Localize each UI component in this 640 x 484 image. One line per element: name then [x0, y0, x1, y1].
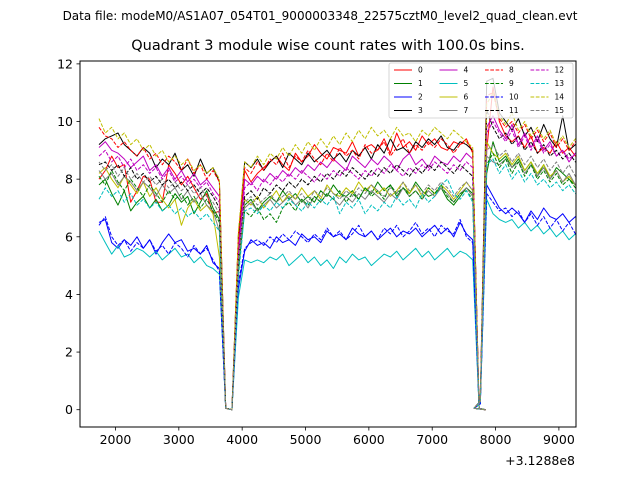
legend-label-7: 7: [464, 106, 469, 115]
y-tick-label-0: 0: [65, 402, 73, 417]
axes: 2000 3000 4000 5000 6000 7000 8000 900002468101…: [57, 56, 577, 447]
x-offset-label: +3.1288e8: [505, 453, 575, 468]
legend-label-10: 10: [509, 93, 519, 102]
series-line-10: [98, 193, 576, 411]
legend-label-8: 8: [509, 66, 514, 75]
x-tick-label-9000: 9000: [543, 432, 575, 447]
series-line-7: [98, 155, 576, 411]
series-line-6: [98, 141, 576, 411]
figure-suptitle: Data file: modeM0/AS1A07_054T01_90000033…: [63, 9, 578, 23]
series-line-9: [98, 152, 576, 411]
plot-area: [98, 77, 576, 411]
x-tick-label-6000: 6000: [353, 432, 385, 447]
legend-label-3: 3: [418, 106, 423, 115]
legend-label-12: 12: [555, 66, 565, 75]
legend-label-9: 9: [509, 79, 514, 88]
x-tick-label-2000: 2000: [100, 432, 132, 447]
x-tick-label-8000: 8000: [480, 432, 512, 447]
x-tick-label-3000: 3000: [163, 432, 195, 447]
legend-label-11: 11: [509, 106, 519, 115]
y-tick-label-12: 12: [57, 56, 73, 71]
legend-label-0: 0: [418, 66, 423, 75]
series-line-13: [98, 158, 576, 411]
y-tick-label-10: 10: [57, 114, 73, 129]
y-tick-label-2: 2: [65, 345, 73, 360]
series-line-11: [98, 109, 576, 411]
series-line-1: [98, 141, 576, 411]
series-line-15: [98, 144, 576, 411]
series-line-8: [98, 92, 576, 411]
legend-label-5: 5: [464, 79, 469, 88]
y-tick-label-6: 6: [65, 229, 73, 244]
legend-label-13: 13: [555, 79, 565, 88]
series-line-4: [98, 115, 576, 411]
x-tick-label-7000: 7000: [416, 432, 448, 447]
legend-label-6: 6: [464, 93, 469, 102]
series-line-2: [98, 184, 576, 411]
series-line-12: [98, 121, 576, 411]
x-tick-label-4000: 4000: [226, 432, 258, 447]
legend-label-14: 14: [555, 93, 565, 102]
series-line-5: [98, 198, 576, 411]
legend-label-4: 4: [464, 66, 469, 75]
plot-frame: [79, 60, 577, 428]
legend-label-1: 1: [418, 79, 423, 88]
y-tick-label-8: 8: [65, 172, 73, 187]
y-tick-label-4: 4: [65, 287, 73, 302]
legend-label-15: 15: [555, 106, 565, 115]
x-tick-label-5000: 5000: [290, 432, 322, 447]
chart-title: Quadrant 3 module wise count rates with …: [131, 38, 525, 54]
legend-label-2: 2: [418, 93, 423, 102]
legend-box: [388, 62, 574, 119]
series-line-14: [98, 92, 576, 411]
series-lines: [98, 77, 576, 411]
